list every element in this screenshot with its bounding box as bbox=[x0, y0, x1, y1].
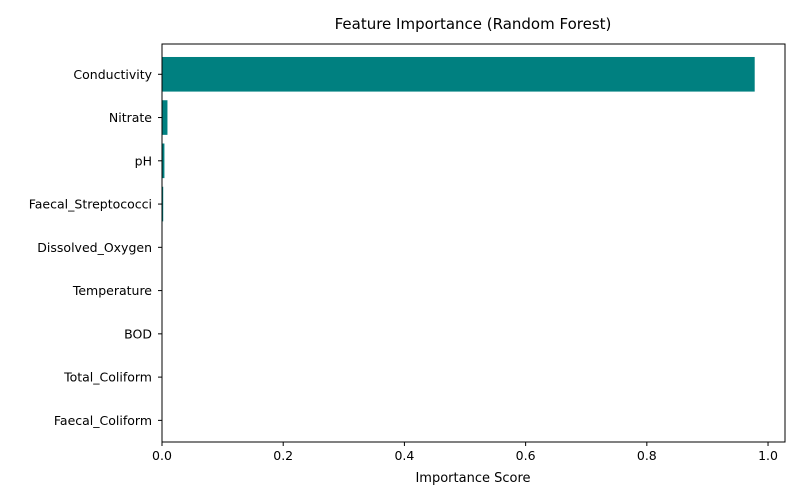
y-axis-ticks: Conductivity Nitrate pH Faecal_Streptococci… bbox=[29, 67, 162, 428]
x-tick-label: 0.6 bbox=[516, 448, 536, 463]
x-tick-label: 0.0 bbox=[152, 448, 172, 463]
x-axis-ticks: 0.0 0.2 0.4 0.6 0.8 1.0 bbox=[152, 442, 778, 463]
chart-title: Feature Importance (Random Forest) bbox=[335, 15, 612, 33]
y-tick-label: Temperature bbox=[72, 283, 152, 298]
y-tick-label: Total_Coliform bbox=[63, 370, 152, 385]
x-tick-label: 0.2 bbox=[273, 448, 293, 463]
bars-group bbox=[162, 57, 755, 438]
y-tick-label: Faecal_Streptococci bbox=[29, 197, 152, 212]
y-tick-label: Conductivity bbox=[73, 67, 152, 82]
y-tick-label: BOD bbox=[124, 326, 152, 341]
x-tick-label: 0.4 bbox=[394, 448, 414, 463]
bar-conductivity bbox=[162, 57, 755, 92]
x-tick-label: 0.8 bbox=[637, 448, 657, 463]
y-tick-label: Dissolved_Oxygen bbox=[37, 240, 152, 255]
y-tick-label: pH bbox=[135, 153, 152, 168]
bar-nitrate bbox=[162, 100, 167, 135]
x-axis-label: Importance Score bbox=[415, 471, 530, 486]
plot-frame bbox=[162, 44, 785, 442]
y-tick-label: Nitrate bbox=[109, 110, 152, 125]
y-tick-label: Faecal_Coliform bbox=[54, 413, 152, 428]
x-tick-label: 1.0 bbox=[758, 448, 778, 463]
